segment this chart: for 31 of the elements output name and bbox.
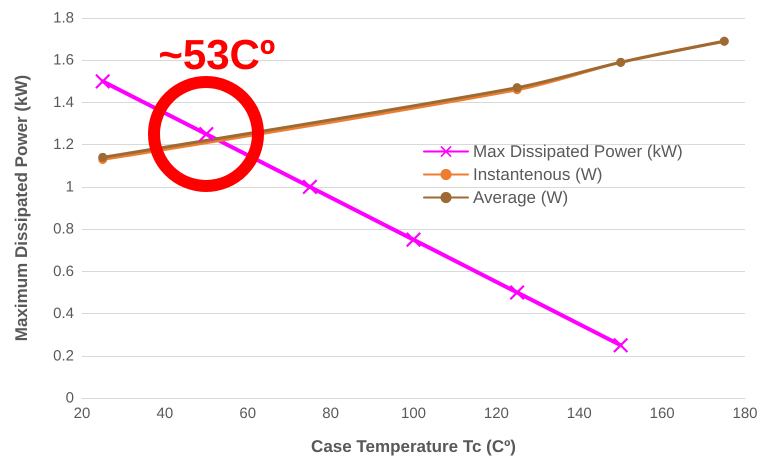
annotation: ~53Cº <box>158 31 276 78</box>
x-tick-label: 160 <box>650 405 675 422</box>
point <box>198 126 214 142</box>
y-axis-title: Maximum Dissipated Power (kW) <box>12 74 31 342</box>
y-tick-label: 0.8 <box>53 220 74 238</box>
x-tick-label: 40 <box>156 405 174 422</box>
y-tick-label: 1.8 <box>53 10 74 26</box>
x-tick-label: 100 <box>400 405 426 422</box>
y-tick-label: 0.2 <box>53 347 74 364</box>
point <box>406 232 421 248</box>
point <box>95 74 110 89</box>
point <box>613 338 628 353</box>
x-tick-label: 120 <box>484 405 509 422</box>
y-tick-label: 0.6 <box>53 262 74 280</box>
y-tick-label: 0 <box>66 390 74 406</box>
x-tick-label: 140 <box>566 405 592 422</box>
x-tick-label: 80 <box>322 405 339 422</box>
x-tick-label: 20 <box>74 405 90 422</box>
legend-label: Average (W) <box>473 188 568 207</box>
y-tick-label: 1.6 <box>53 52 74 69</box>
y-tick-label: 1.2 <box>53 136 74 154</box>
legend-label: Max Dissipated Power (kW) <box>473 142 683 161</box>
point <box>302 179 318 194</box>
y-tick-label: 1.4 <box>53 94 74 111</box>
point <box>510 284 525 300</box>
x-tick-label: 60 <box>239 405 256 422</box>
y-tick-label: 0.4 <box>53 305 74 322</box>
x-axis-title: Case Temperature Tc (Cº) <box>311 437 516 456</box>
y-tick-label: 1 <box>66 178 74 196</box>
legend-label: Instantenous (W) <box>473 165 602 184</box>
x-tick-label: 180 <box>732 405 758 422</box>
